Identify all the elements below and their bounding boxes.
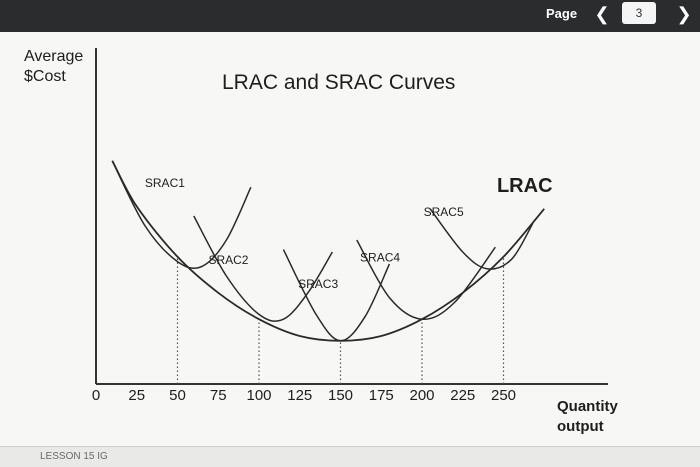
- curve-srac2: [193, 215, 333, 322]
- series-label-srac4: SRAC4: [360, 251, 400, 265]
- x-tick-label: 100: [246, 387, 271, 404]
- series-label-srac3: SRAC3: [298, 277, 338, 291]
- x-tick-label: 25: [128, 387, 145, 404]
- curve-srac1: [111, 160, 252, 270]
- y-axis-label-line2: $Cost: [24, 68, 66, 85]
- lrac-srac-chart: Average $Cost LRAC and SRAC Curves Quant…: [24, 48, 618, 435]
- x-axis-label-line1: Quantity: [557, 398, 618, 415]
- x-tick-label: 150: [328, 387, 353, 404]
- series-label-srac5: SRAC5: [424, 205, 464, 219]
- y-axis-label-line1: Average: [24, 48, 83, 65]
- curve-srac5: [429, 208, 534, 270]
- x-tick-label: 175: [369, 387, 394, 404]
- series-label-lrac: LRAC: [497, 175, 553, 197]
- x-axis-label-line2: output: [557, 418, 604, 435]
- x-tick-label: 200: [409, 387, 434, 404]
- x-tick-label: 225: [450, 387, 475, 404]
- series-label-srac1: SRAC1: [145, 176, 185, 190]
- x-tick-label: 125: [287, 387, 312, 404]
- chevron-left-icon[interactable]: ❮: [594, 4, 610, 24]
- footer-text: LESSON 15 IG: [40, 451, 108, 462]
- x-tick-label: 50: [169, 387, 186, 404]
- page-number-box[interactable]: 3: [622, 2, 656, 24]
- x-tick-label: 75: [210, 387, 227, 404]
- chart-title: LRAC and SRAC Curves: [222, 71, 455, 94]
- x-tick-label: 250: [491, 387, 516, 404]
- x-tick-label: 0: [92, 387, 100, 404]
- page-label: Page: [546, 6, 578, 21]
- footer-strip: LESSON 15 IG: [0, 446, 700, 467]
- slide: Average $Cost LRAC and SRAC Curves Quant…: [0, 32, 700, 446]
- series-label-srac2: SRAC2: [208, 253, 248, 267]
- curve-srac3: [282, 249, 391, 342]
- chevron-right-icon[interactable]: ❯: [676, 4, 692, 24]
- curve-srac4: [356, 239, 496, 320]
- toolbar: Page ❮ 3 ❯: [0, 0, 700, 32]
